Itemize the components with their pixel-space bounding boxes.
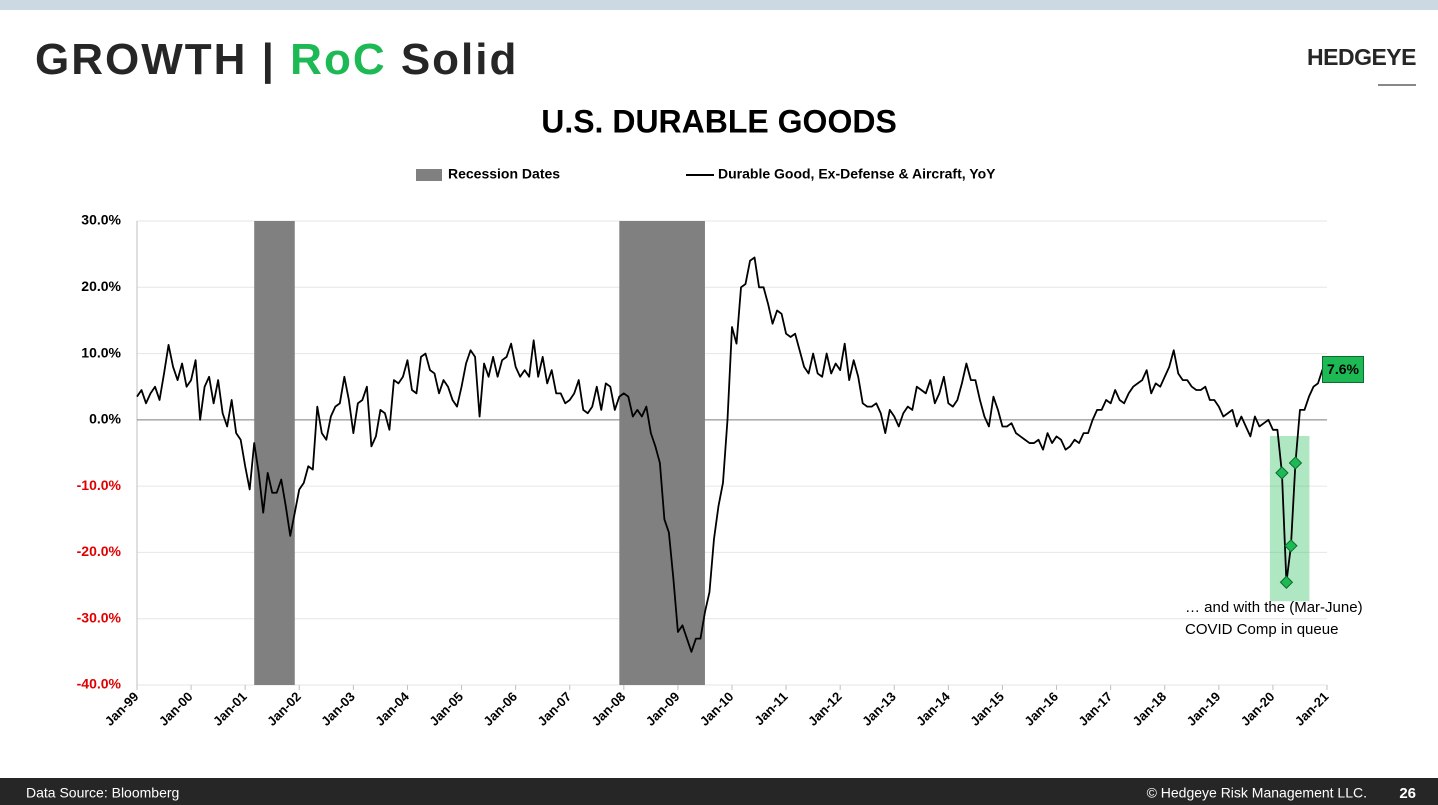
legend-label: Recession Dates	[448, 166, 560, 182]
highlight-marker	[1275, 466, 1289, 480]
x-tick-label: Jan-08	[589, 689, 629, 729]
x-tick-label: Jan-06	[480, 689, 520, 729]
y-tick-label: -40.0%	[77, 676, 122, 692]
chart-title: U.S. DURABLE GOODS	[541, 103, 897, 139]
footer-copyright: © Hedgeye Risk Management LLC.	[1147, 785, 1367, 801]
x-tick-label: Jan-15	[967, 689, 1007, 729]
x-tick-label: Jan-02	[264, 689, 304, 729]
data-line	[136, 256, 1324, 653]
legend-label: Durable Good, Ex-Defense & Aircraft, YoY	[718, 166, 996, 182]
x-tick-label: Jan-16	[1021, 689, 1061, 729]
highlight-marker	[1284, 539, 1298, 553]
x-tick-label: Jan-17	[1075, 689, 1115, 729]
logo: HEDGEYE	[1307, 44, 1416, 70]
x-tick-label: Jan-03	[318, 689, 358, 729]
x-tick-label: Jan-04	[372, 688, 412, 728]
end-label-box	[1321, 355, 1364, 383]
x-tick-label: Jan-99	[102, 689, 142, 729]
page-number: 26	[1399, 785, 1416, 802]
legend-swatch	[416, 169, 442, 181]
x-tick-label: Jan-12	[805, 689, 845, 729]
x-tick-label: Jan-05	[426, 689, 466, 729]
y-tick-label: 0.0%	[89, 411, 121, 427]
y-tick-label: -10.0%	[77, 477, 122, 493]
title-part: GROWTH |	[35, 35, 290, 85]
x-tick-label: Jan-09	[643, 689, 683, 729]
x-tick-label: Jan-13	[859, 689, 899, 729]
y-tick-label: -20.0%	[77, 543, 122, 559]
slide-title: GROWTH | RoC Solid	[35, 35, 518, 85]
x-tick-label: Jan-10	[697, 689, 737, 729]
y-tick-label: -30.0%	[77, 609, 122, 625]
top-band	[0, 0, 1438, 10]
x-tick-label: Jan-18	[1130, 689, 1170, 729]
x-tick-label: Jan-01	[210, 689, 250, 729]
y-tick-label: 10.0%	[81, 344, 121, 360]
y-tick-label: 20.0%	[81, 278, 121, 294]
end-label: 7.6%	[1327, 361, 1359, 377]
x-tick-label: Jan-11	[751, 689, 790, 728]
title-part: RoC	[290, 35, 386, 84]
highlight-box	[1269, 435, 1310, 602]
footer-source: Data Source: Bloomberg	[26, 785, 179, 801]
x-tick-label: Jan-21	[1292, 689, 1332, 729]
plot: -40.0% -30.0% -20.0% -10.0% 0.0% 10.0% 20.0% 30…	[77, 166, 1364, 729]
x-tick-label: Jan-00	[156, 689, 196, 729]
recession-band	[619, 221, 705, 685]
highlight-marker	[1279, 575, 1294, 589]
x-tick-label: Jan-07	[535, 689, 575, 729]
x-tick-label: Jan-20	[1238, 689, 1278, 729]
annotation: … and with the (Mar-June)	[1185, 599, 1363, 616]
footer-band	[0, 778, 1438, 805]
y-tick-label: 30.0%	[81, 212, 121, 228]
recession-band	[254, 221, 295, 685]
x-tick-label: Jan-14	[913, 688, 953, 728]
title-part: Solid	[387, 35, 519, 84]
highlight-marker	[1288, 456, 1303, 470]
x-tick-label: Jan-19	[1184, 689, 1224, 729]
annotation: COVID Comp in queue	[1185, 621, 1338, 638]
